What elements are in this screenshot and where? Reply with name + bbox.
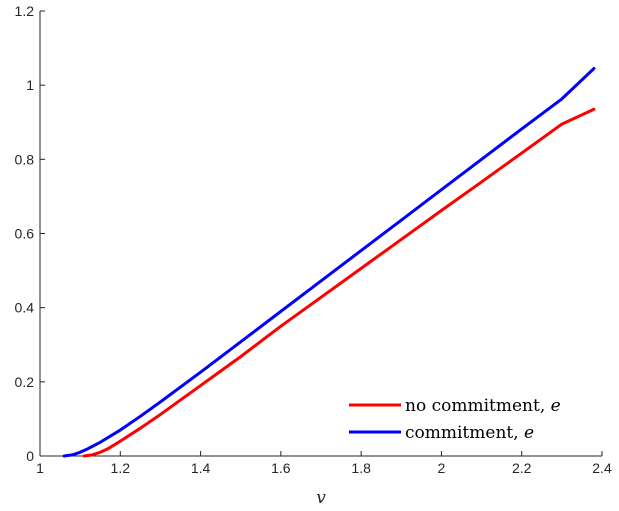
legend-label-no-commitment-text: no commitment,: [405, 396, 551, 416]
ticks: 1 1.2 1.4 1.6 1.8 2 2.2 2.4 0 0.2 0.4 0.6 0.8 1 1.2: [15, 3, 612, 476]
series-line-no-commitment: [82, 107, 596, 458]
y-tick-label: 0.2: [15, 374, 35, 390]
x-axis-label: v: [316, 488, 326, 508]
legend-label-commitment-math: e: [524, 423, 534, 443]
y-tick-label: 1.2: [15, 3, 35, 19]
x-tick-label: 1.2: [111, 460, 131, 476]
y-tick-label: 0: [26, 448, 34, 464]
y-tick-label: 0.4: [15, 300, 35, 316]
legend-label-no-commitment-math: e: [551, 396, 561, 416]
y-tick-label: 1: [26, 77, 34, 93]
x-tick-label: 1.6: [271, 460, 291, 476]
legend-label-no-commitment: no commitment, e: [405, 396, 561, 416]
x-tick-label: 1.8: [351, 460, 371, 476]
legend-label-commitment-text: commitment,: [405, 423, 524, 443]
series-lines: [62, 66, 596, 458]
x-tick-label: 2: [438, 460, 446, 476]
x-tick-label: 1.4: [191, 460, 211, 476]
y-tick-label: 0.6: [15, 226, 35, 242]
x-tick-label: 1: [36, 460, 44, 476]
x-tick-label: 2.2: [512, 460, 532, 476]
legend: no commitment, e commitment, e: [349, 396, 561, 443]
series-line-commitment: [62, 66, 596, 458]
x-tick-label: 2.4: [592, 460, 612, 476]
legend-label-commitment: commitment, e: [405, 423, 534, 443]
y-tick-label: 0.8: [15, 151, 35, 167]
